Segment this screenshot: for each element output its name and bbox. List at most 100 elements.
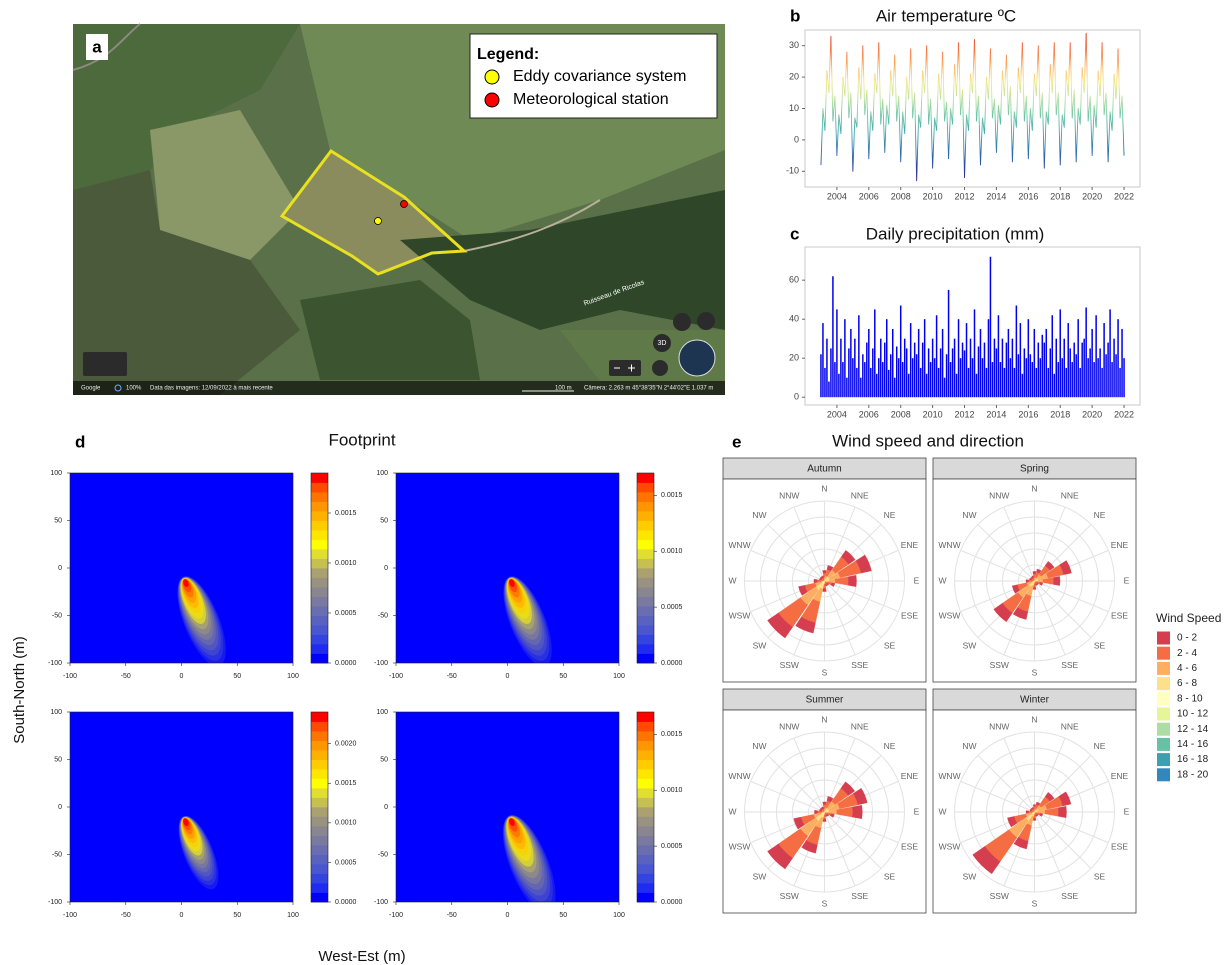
panel-label: e xyxy=(732,432,741,451)
precipitation-bar xyxy=(934,358,936,397)
y-tick-label: 0 xyxy=(794,134,799,144)
precipitation-bar xyxy=(1016,306,1018,398)
colorbar-band xyxy=(637,864,654,874)
precipitation-bar xyxy=(1065,368,1067,397)
map-button[interactable] xyxy=(697,312,715,330)
colorbar-band xyxy=(311,712,328,722)
direction-label: SSW xyxy=(990,660,1009,670)
legend-swatch xyxy=(1157,677,1170,690)
direction-label: ESE xyxy=(901,841,918,851)
direction-label: SE xyxy=(884,871,896,881)
colorbar-tick-label: 0.0015 xyxy=(661,492,683,499)
footprint-background xyxy=(70,712,293,902)
colorbar-band xyxy=(637,874,654,884)
globe[interactable] xyxy=(679,340,715,376)
footprint-background xyxy=(70,473,293,663)
colorbar-band xyxy=(637,644,654,654)
direction-label: W xyxy=(938,806,946,816)
map-tools[interactable] xyxy=(83,352,127,376)
wind-petal xyxy=(1033,587,1036,590)
precipitation-bar xyxy=(952,348,954,397)
map-footer-text: 100 m xyxy=(555,386,572,392)
precipitation-bar xyxy=(1117,319,1119,397)
colorbar-tick-label: 0.0010 xyxy=(661,548,683,555)
precipitation-bar xyxy=(1000,362,1002,397)
legend-label: 14 - 16 xyxy=(1177,739,1209,750)
precipitation-bar xyxy=(1095,315,1097,397)
precipitation-bar xyxy=(1081,343,1083,398)
map-button[interactable] xyxy=(673,313,691,331)
direction-label: ENE xyxy=(1111,771,1129,781)
direction-label: SSE xyxy=(851,891,868,901)
direction-label: NNW xyxy=(779,721,799,731)
colorbar-band xyxy=(637,473,654,483)
x-tick-label: 2004 xyxy=(827,191,847,201)
legend-label: 10 - 12 xyxy=(1177,709,1209,720)
precipitation-bar xyxy=(1046,329,1048,397)
direction-label: N xyxy=(1031,483,1037,493)
precipitation-bar xyxy=(904,339,906,398)
chart-title: Air temperature ºC xyxy=(876,6,1016,25)
legend-label: 4 - 6 xyxy=(1177,663,1197,674)
precipitation-bar xyxy=(1008,329,1010,397)
precipitation-bar xyxy=(1113,339,1115,398)
x-tick-label: 0 xyxy=(506,912,510,919)
y-tick-label: -50 xyxy=(52,612,62,619)
precipitation-bar xyxy=(1032,362,1034,397)
colorbar-band xyxy=(637,483,654,493)
legend-swatch xyxy=(1157,753,1170,766)
x-tick-label: 50 xyxy=(559,673,567,680)
colorbar-band xyxy=(311,549,328,559)
colorbar-band xyxy=(311,836,328,846)
colorbar-band xyxy=(311,769,328,779)
colorbar-band xyxy=(311,893,328,903)
colorbar-tick-label: 0.0000 xyxy=(335,660,357,667)
colorbar-band xyxy=(637,750,654,760)
direction-label: ENE xyxy=(1111,540,1129,550)
x-tick-label: 2010 xyxy=(923,191,943,201)
direction-label: NNW xyxy=(779,490,799,500)
x-tick-label: 2004 xyxy=(827,409,847,419)
map-footer-text: 100% xyxy=(126,386,142,392)
legend-label: 18 - 20 xyxy=(1177,769,1209,780)
zoom-control[interactable] xyxy=(609,360,641,376)
direction-label: SW xyxy=(753,640,767,650)
precipitation-bar xyxy=(892,329,894,397)
wind-petal xyxy=(1026,810,1029,813)
precipitation-bar xyxy=(920,368,922,397)
legend-label: 8 - 10 xyxy=(1177,693,1203,704)
colorbar-band xyxy=(637,559,654,569)
precipitation-bar xyxy=(888,370,890,397)
precipitation-bar xyxy=(1123,358,1125,397)
precipitation-bar xyxy=(1010,358,1012,397)
precipitation-bar xyxy=(970,339,972,398)
colorbar-band xyxy=(311,492,328,502)
y-tick-label: 0 xyxy=(384,565,388,572)
precipitation-bar xyxy=(844,319,846,397)
figure: Ruisseau de Ricolas a Legend: Eddy covar… xyxy=(0,0,1227,965)
precipitation-bar xyxy=(1006,343,1008,398)
precipitation-bar xyxy=(1020,323,1022,397)
wind-petal xyxy=(1026,579,1029,582)
precipitation-bar xyxy=(918,329,920,397)
direction-label: SW xyxy=(963,640,977,650)
x-tick-label: 2006 xyxy=(859,191,879,201)
colorbar-band xyxy=(311,568,328,578)
precipitation-bar xyxy=(1105,354,1107,397)
precipitation-bar xyxy=(1079,368,1081,397)
colorbar-band xyxy=(637,883,654,893)
precipitation-bar xyxy=(1083,339,1085,398)
chart-title: Daily precipitation (mm) xyxy=(866,224,1045,243)
colorbar-band xyxy=(637,731,654,741)
compass[interactable] xyxy=(652,360,668,376)
y-tick-label: 100 xyxy=(50,470,62,477)
direction-label: NNE xyxy=(851,490,869,500)
precipitation-bar xyxy=(968,368,970,397)
x-tick-label: 2018 xyxy=(1050,409,1070,419)
precipitation-bar xyxy=(946,354,948,397)
panel-label: a xyxy=(92,37,102,56)
direction-label: W xyxy=(728,575,736,585)
direction-label: WNW xyxy=(938,540,960,550)
colorbar-tick-label: 0.0005 xyxy=(661,604,683,611)
colorbar-band xyxy=(311,625,328,635)
